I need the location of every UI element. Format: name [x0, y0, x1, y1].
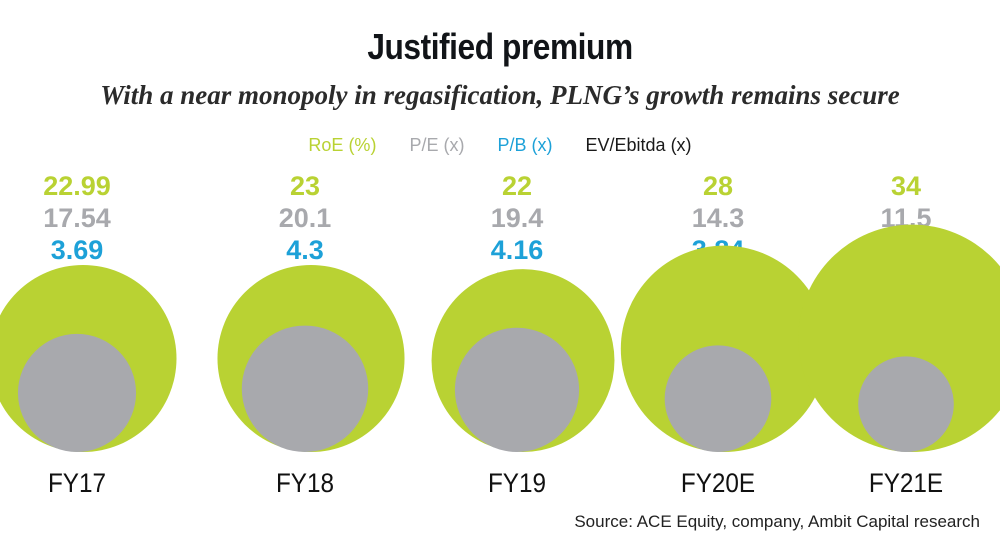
value-pe: 19.4 — [490, 203, 544, 233]
chart-title: Justified premium — [367, 26, 633, 67]
pe-bubble — [17, 333, 137, 452]
value-pe: 17.54 — [43, 203, 111, 233]
value-roe: 34 — [890, 171, 922, 201]
period-label-fy21e: FY21E — [868, 468, 944, 498]
source-note: Source: ACE Equity, company, Ambit Capit… — [574, 512, 980, 531]
legend-pb: P/B (x) — [497, 135, 553, 155]
pe-bubble — [241, 325, 369, 452]
legend-roe: RoE (%) — [308, 135, 377, 155]
period-label-fy20e: FY20E — [680, 468, 756, 498]
pe-bubble — [454, 327, 580, 452]
period-label-fy19: FY19 — [487, 468, 547, 498]
value-roe: 23 — [289, 171, 321, 201]
period-label-fy17: FY17 — [47, 468, 107, 498]
value-pb: 4.3 — [286, 235, 324, 265]
value-roe: 28 — [702, 171, 734, 201]
pe-bubble — [858, 356, 954, 452]
value-pe: 14.3 — [691, 203, 745, 233]
chart-subtitle: With a near monopoly in regasification, … — [100, 80, 900, 110]
value-pb: 3.69 — [50, 235, 104, 265]
value-roe: 22 — [501, 171, 533, 201]
period-label-fy18: FY18 — [275, 468, 335, 498]
value-roe: 22.99 — [43, 171, 111, 201]
pe-bubble — [664, 345, 772, 452]
value-pb: 4.16 — [490, 235, 544, 265]
legend: RoE (%) P/E (x) P/B (x) EV/Ebitda (x) — [0, 135, 1000, 156]
legend-ev-ebitda: EV/Ebitda (x) — [585, 135, 692, 155]
legend-pe: P/E (x) — [409, 135, 465, 155]
value-pe: 20.1 — [278, 203, 332, 233]
